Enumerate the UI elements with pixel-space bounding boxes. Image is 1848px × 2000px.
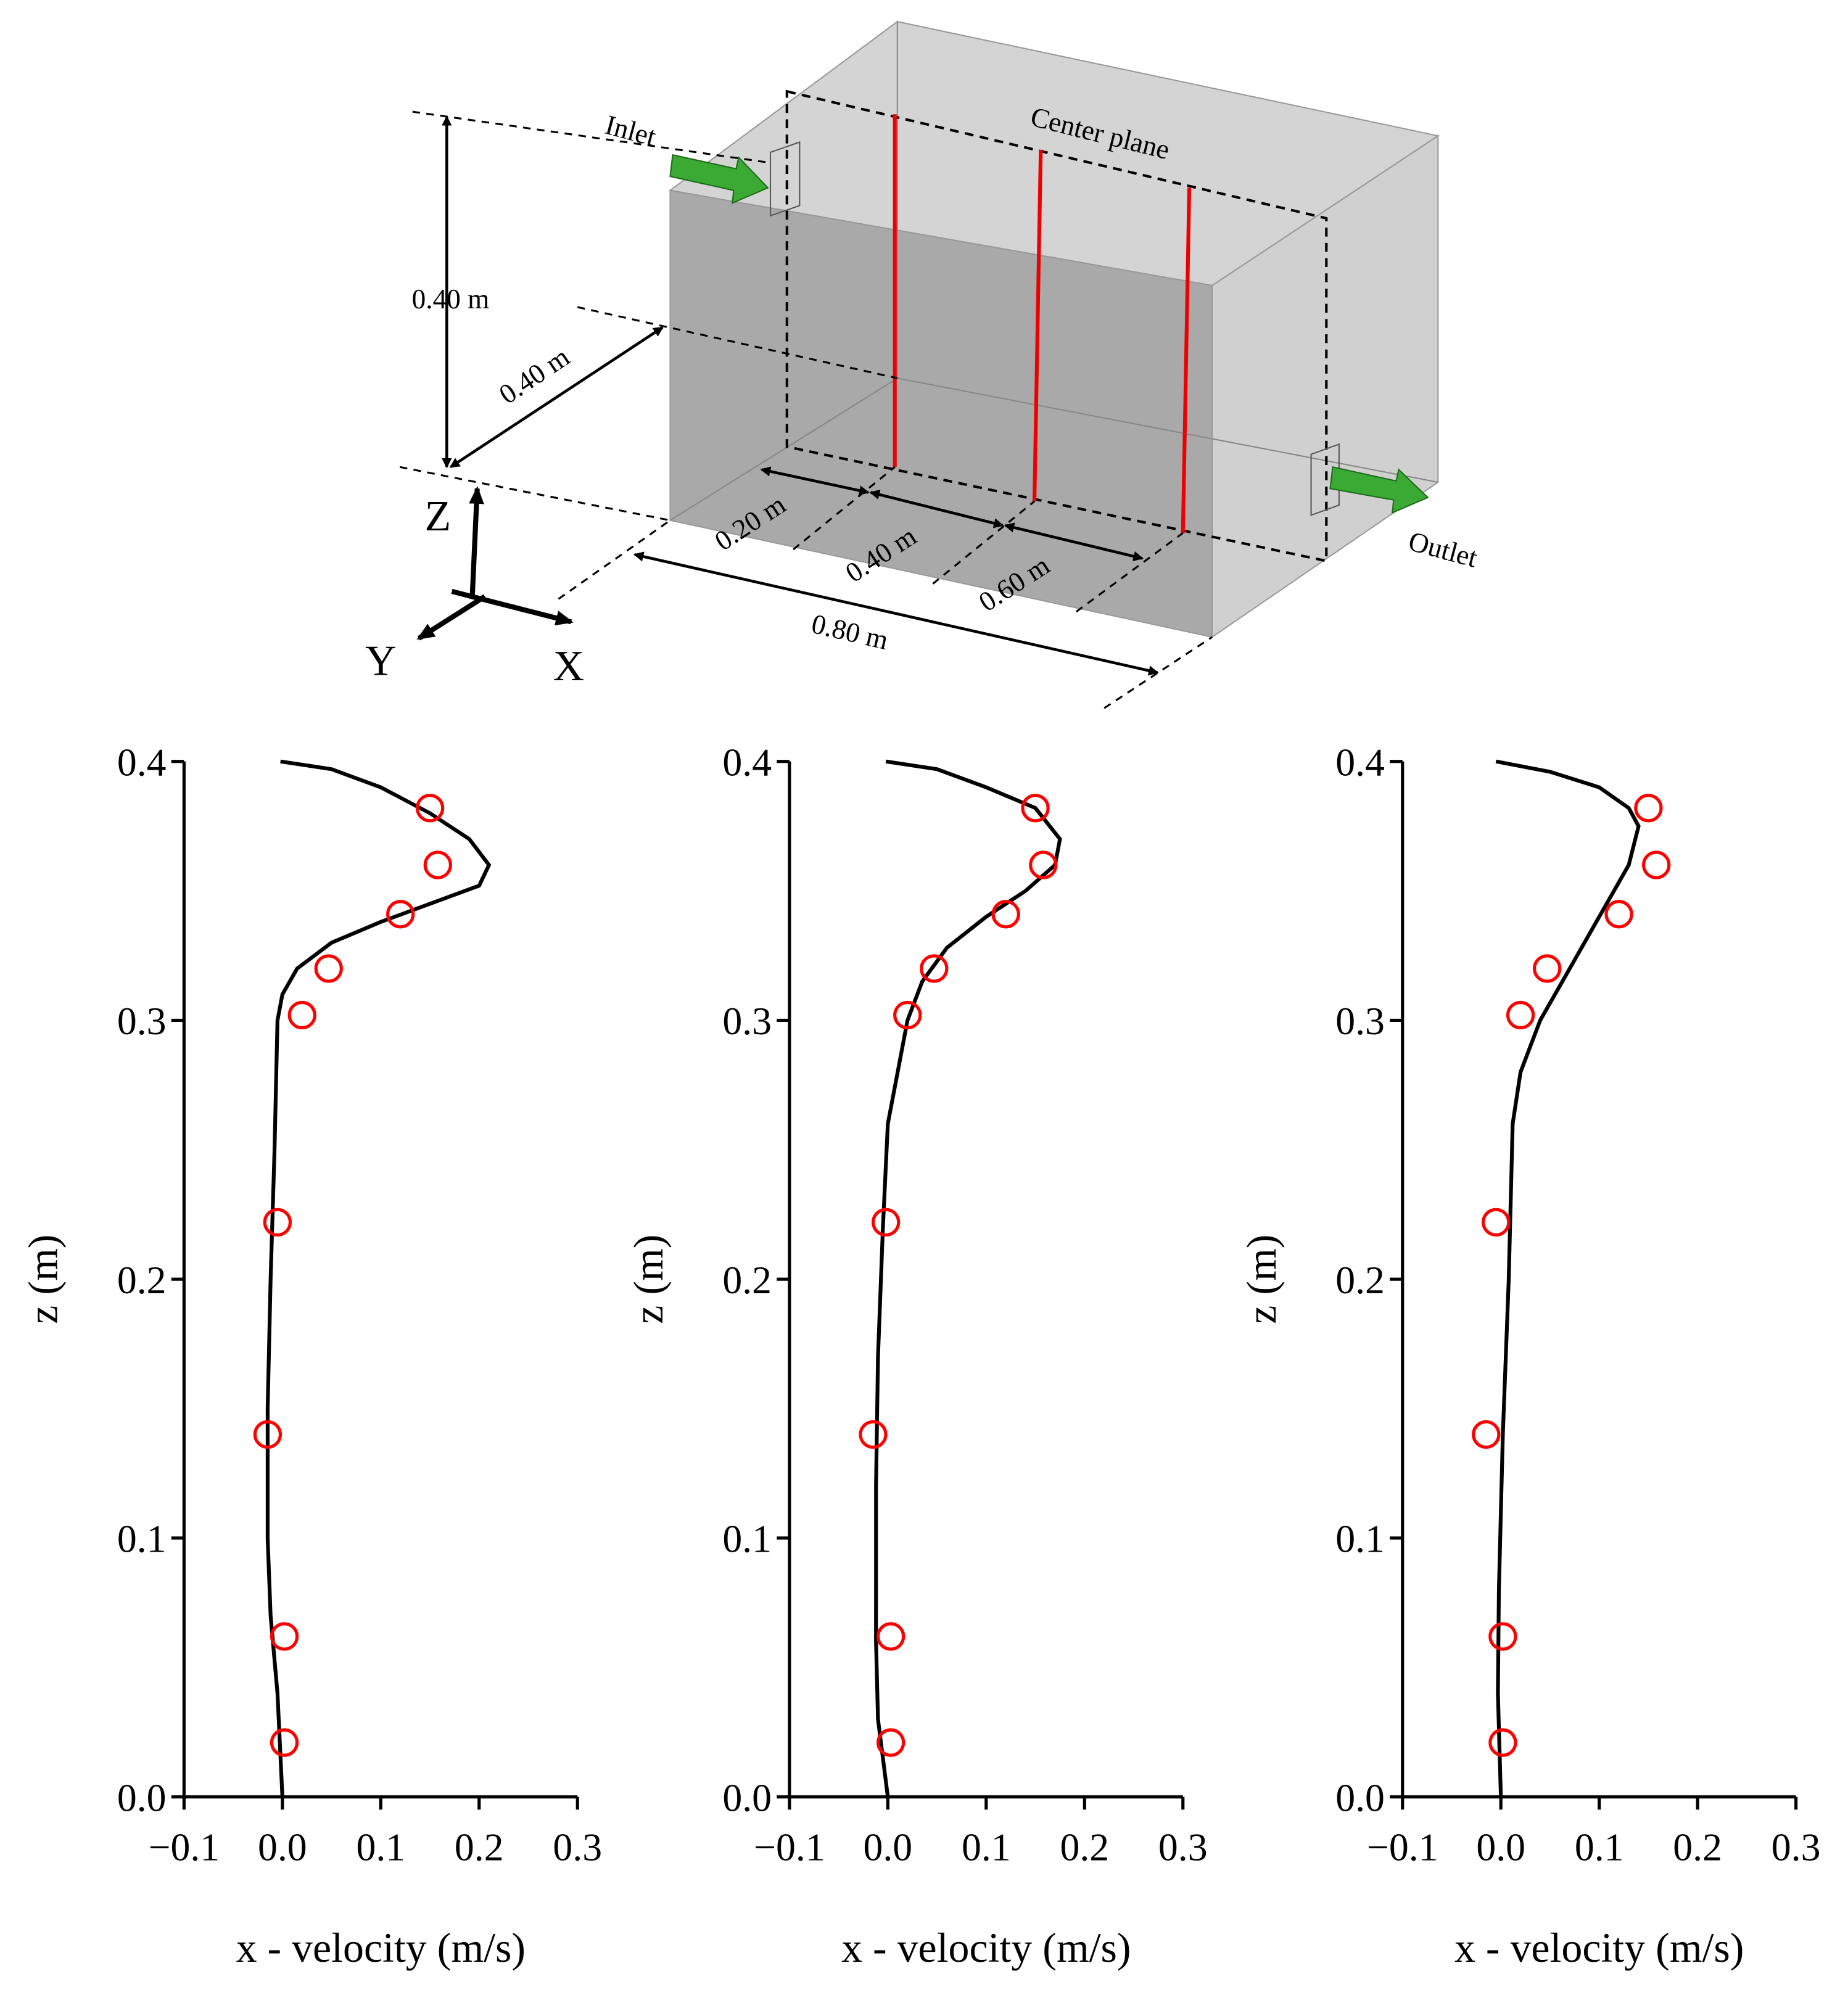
- x-tick-label: 0.2: [455, 1825, 504, 1869]
- dimension-guides: [399, 110, 1213, 709]
- y-tick-label: 0.3: [722, 999, 772, 1043]
- y-tick-label: 0.3: [117, 999, 167, 1043]
- measurement-point: [1029, 850, 1058, 879]
- model-line: [1495, 759, 1641, 1797]
- chart-panel: 0.0 0.1 0.2 0.3 0.4 −0.1 0.0 0.1 0.2 0.3 x - veloc…: [20, 740, 603, 1971]
- y-tick-label: 0.1: [722, 1517, 772, 1561]
- x-tick-label: 0.3: [1772, 1825, 1821, 1869]
- model-line: [874, 759, 1062, 1798]
- measurement-point: [991, 900, 1020, 929]
- y-axis-title: z (m): [1238, 1235, 1285, 1324]
- y-tick-label: 0.2: [722, 1258, 772, 1302]
- measurement-point: [270, 1728, 299, 1757]
- x-tick-label: 0.2: [1060, 1825, 1109, 1869]
- model-line: [265, 759, 492, 1797]
- x-tick-label: 0.2: [1673, 1825, 1722, 1869]
- probe-line: [1181, 187, 1192, 533]
- measurement-point: [876, 1622, 905, 1651]
- measurement-point: [1634, 794, 1663, 823]
- x-axis-title: x - velocity (m/s): [236, 1924, 526, 1971]
- measurement-point: [872, 1208, 901, 1237]
- measurement-point: [314, 954, 343, 983]
- axis-label: X: [553, 643, 585, 690]
- x-axis-title: x - velocity (m/s): [841, 1924, 1131, 1971]
- inlet-arrow: [669, 154, 769, 204]
- measurement-point: [1482, 1208, 1511, 1237]
- x-tick-label: 0.1: [1575, 1825, 1624, 1869]
- measurement-point: [859, 1420, 888, 1449]
- x-tick-label: 0.0: [258, 1825, 307, 1869]
- outlet-label: Outlet: [1405, 525, 1481, 574]
- measurement-point: [893, 1000, 922, 1030]
- length-label: 0.80 m: [809, 608, 891, 656]
- measurement-point: [876, 1728, 905, 1757]
- center-plane: [785, 89, 1328, 563]
- measurement-point: [1021, 794, 1050, 823]
- measurement-point: [1604, 900, 1633, 929]
- y-tick-label: 0.2: [1335, 1258, 1385, 1302]
- x-tick-label: 0.0: [1476, 1825, 1525, 1869]
- y-tick-label: 0.0: [722, 1776, 772, 1819]
- x-axis-title: x - velocity (m/s): [1454, 1924, 1744, 1971]
- measurement-point: [1506, 1000, 1535, 1030]
- measurement-point: [287, 1000, 316, 1030]
- measurement-point: [1533, 954, 1562, 983]
- y-tick-label: 0.0: [1335, 1776, 1385, 1819]
- outlet-opening: [1310, 443, 1340, 516]
- x-tick-label: −0.1: [754, 1825, 825, 1869]
- hidden-edge: [669, 377, 898, 521]
- measurement-point: [1472, 1420, 1501, 1449]
- y-tick-label: 0.3: [1335, 999, 1385, 1043]
- outlet-arrow: [1329, 466, 1429, 514]
- inlet-label: Inlet: [602, 109, 659, 152]
- measurement-point: [423, 850, 452, 879]
- y-axis-title: z (m): [20, 1235, 67, 1324]
- dimension-arrows: [442, 115, 1159, 676]
- measurement-point: [1488, 1728, 1517, 1757]
- x-tick-label: 0.3: [1158, 1825, 1208, 1869]
- measurement-point: [270, 1622, 299, 1651]
- x-tick-label: −0.1: [149, 1825, 220, 1869]
- y-tick-label: 0.1: [1335, 1517, 1385, 1561]
- y-tick-label: 0.4: [1335, 740, 1385, 784]
- measurement-point: [1642, 850, 1671, 879]
- measurement-point: [253, 1420, 283, 1449]
- y-axis-title: z (m): [625, 1235, 672, 1324]
- y-tick-label: 0.1: [117, 1517, 167, 1561]
- measurement-point: [263, 1208, 292, 1237]
- depth-label: 0.40 m: [493, 341, 575, 410]
- height-label: 0.40 m: [412, 284, 490, 315]
- measurement-point: [415, 794, 445, 823]
- chart-panel: 0.0 0.1 0.2 0.3 0.4 −0.1 0.0 0.1 0.2 0.3 x - veloc…: [1238, 740, 1821, 1971]
- probe-line: [1032, 149, 1043, 501]
- x-tick-label: 0.3: [553, 1825, 602, 1869]
- y-tick-label: 0.4: [722, 740, 772, 784]
- axis-label: Z: [425, 493, 452, 540]
- y-tick-label: 0.4: [117, 740, 167, 784]
- y-tick-label: 0.0: [117, 1776, 167, 1819]
- x-tick-label: 0.1: [356, 1825, 405, 1869]
- measurement-point: [386, 900, 415, 929]
- inlet-opening: [769, 141, 801, 217]
- x-tick-label: −0.1: [1367, 1825, 1438, 1869]
- domain-diagram: Inlet Center plane Outlet 0.40 m 0.40 m …: [365, 20, 1481, 709]
- chart-panel: 0.0 0.1 0.2 0.3 0.4 −0.1 0.0 0.1 0.2 0.3 x - veloc…: [625, 740, 1208, 1971]
- x-tick-label: 0.0: [863, 1825, 912, 1869]
- axis-label: Y: [365, 638, 397, 685]
- measurement-point: [1488, 1622, 1517, 1651]
- x-tick-label: 0.1: [962, 1825, 1011, 1869]
- measurement-point: [920, 954, 949, 983]
- coordinate-axes: [416, 486, 574, 641]
- y-tick-label: 0.2: [117, 1258, 167, 1302]
